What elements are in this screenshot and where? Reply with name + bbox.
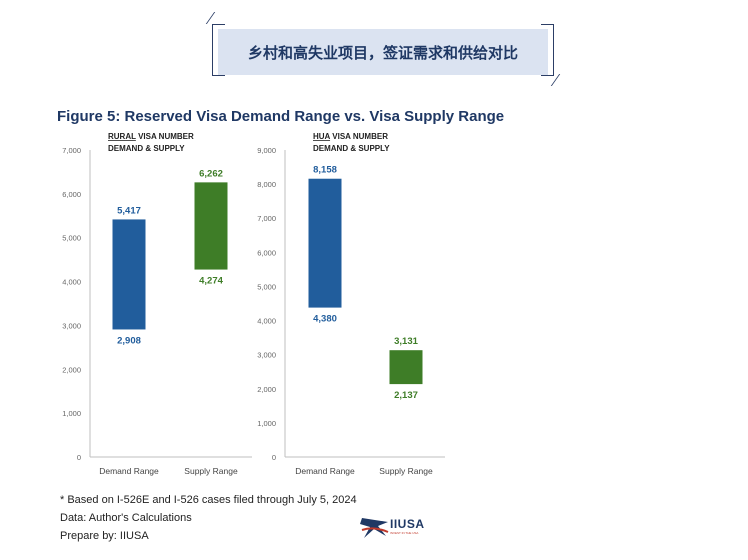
iiusa-logo: IIUSA INVEST IN THE USA <box>360 512 444 540</box>
low-value-label: 4,380 <box>313 314 337 325</box>
high-value-label: 3,131 <box>394 336 418 347</box>
banner-bracket-left <box>212 24 225 76</box>
high-value-label: 5,417 <box>117 205 141 216</box>
y-tick-label: 1,000 <box>257 419 276 428</box>
y-tick-label: 2,000 <box>62 365 81 374</box>
y-tick-label: 7,000 <box>62 146 81 155</box>
figure-title: Figure 5: Reserved Visa Demand Range vs.… <box>57 108 505 125</box>
x-category-label: Supply Range <box>379 466 433 476</box>
chart-title-underlined: HUA <box>313 132 331 141</box>
high-value-label: 8,158 <box>313 165 337 176</box>
y-tick-label: 5,000 <box>62 234 81 243</box>
range-bar <box>112 219 146 330</box>
logo-text: IIUSA <box>390 517 425 531</box>
data-source: Data: Author's Calculations <box>60 512 192 524</box>
chart-title-line1: HUA VISA NUMBER <box>313 132 388 141</box>
y-tick-label: 1,000 <box>62 409 81 418</box>
y-tick-label: 0 <box>77 453 81 462</box>
star-icon <box>360 518 389 538</box>
prepared-by: Prepare by: IIUSA <box>60 530 149 542</box>
x-category-label: Demand Range <box>295 466 355 476</box>
y-tick-label: 2,000 <box>257 385 276 394</box>
y-tick-label: 0 <box>272 453 276 462</box>
range-bar <box>308 178 342 308</box>
y-tick-label: 3,000 <box>257 351 276 360</box>
low-value-label: 2,137 <box>394 390 418 401</box>
chart-title-rest: VISA NUMBER <box>136 132 194 141</box>
banner-title: 乡村和高失业项目，签证需求和供给对比 <box>218 29 548 75</box>
low-value-label: 4,274 <box>199 276 223 287</box>
footnote: * Based on I-526E and I-526 cases filed … <box>60 494 357 506</box>
low-value-label: 2,908 <box>117 335 141 346</box>
x-category-label: Demand Range <box>99 466 159 476</box>
y-tick-label: 9,000 <box>257 146 276 155</box>
high-value-label: 6,262 <box>199 168 223 179</box>
range-bar <box>389 350 423 385</box>
chart-title-line1: RURAL VISA NUMBER <box>108 132 194 141</box>
chart-title-line2: DEMAND & SUPPLY <box>313 144 390 153</box>
y-tick-label: 4,000 <box>257 317 276 326</box>
x-category-label: Supply Range <box>184 466 238 476</box>
chart-title-rest: VISA NUMBER <box>330 132 388 141</box>
range-bar <box>194 182 228 270</box>
y-tick-label: 5,000 <box>257 282 276 291</box>
banner-bracket-right <box>541 24 554 76</box>
y-tick-label: 8,000 <box>257 180 276 189</box>
chart-title-underlined: RURAL <box>108 132 136 141</box>
banner: 乡村和高失业项目，签证需求和供给对比 <box>205 12 561 86</box>
y-tick-label: 6,000 <box>257 248 276 257</box>
chart-title-line2: DEMAND & SUPPLY <box>108 144 185 153</box>
y-tick-label: 4,000 <box>62 278 81 287</box>
y-tick-label: 3,000 <box>62 321 81 330</box>
y-tick-label: 6,000 <box>62 190 81 199</box>
logo-tagline: INVEST IN THE USA <box>390 531 419 535</box>
y-tick-label: 7,000 <box>257 214 276 223</box>
